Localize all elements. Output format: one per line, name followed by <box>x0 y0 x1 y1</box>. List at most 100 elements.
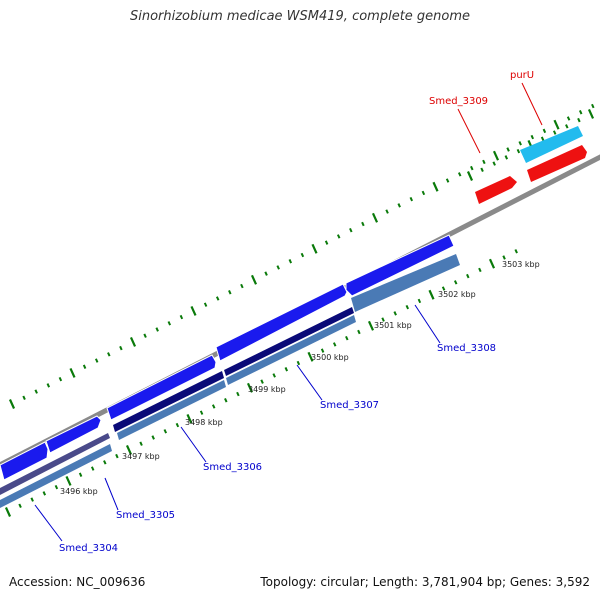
tick-mark <box>125 444 133 455</box>
tick-mark <box>288 259 293 264</box>
tick-mark <box>240 283 244 289</box>
tick-mark <box>393 311 397 316</box>
gene-arrow-purU[interactable] <box>527 145 587 182</box>
gene-arrow-purU-cyan[interactable] <box>520 126 583 163</box>
kbp-label: 3500 kbp <box>311 353 349 362</box>
tick-mark <box>190 305 197 316</box>
tick-mark <box>482 159 486 165</box>
tick-mark <box>167 321 172 326</box>
tick-mark <box>296 360 301 366</box>
tick-mark <box>228 290 232 295</box>
tick-mark <box>361 221 365 227</box>
tick-mark <box>284 367 289 372</box>
kbp-label: 3499 kbp <box>248 385 286 394</box>
tick-mark <box>272 373 276 378</box>
tick-mark <box>381 317 385 322</box>
gene-label-smed-3309[interactable]: Smed_3309 <box>429 96 488 107</box>
tick-mark <box>211 404 216 409</box>
tick-mark <box>516 148 521 154</box>
tick-mark <box>30 497 34 502</box>
gene-label-smed-3306[interactable]: Smed_3306 <box>203 462 262 473</box>
tick-mark <box>143 333 147 338</box>
tick-mark <box>199 410 204 415</box>
tick-mark <box>260 379 264 384</box>
tick-mark <box>357 329 361 335</box>
tick-mark <box>163 429 168 434</box>
gene-arrow-smed-3308[interactable] <box>345 234 455 297</box>
tick-mark <box>514 249 518 254</box>
tick-mark <box>492 150 500 161</box>
genome-summary-text: Topology: circular; Length: 3,781,904 bp… <box>260 575 590 589</box>
gene-label-smed-3305[interactable]: Smed_3305 <box>116 510 175 521</box>
tick-mark <box>345 335 349 341</box>
tick-mark <box>42 491 47 496</box>
gene-arrow-smed-3306[interactable] <box>106 354 217 421</box>
tick-mark <box>155 327 159 332</box>
gene-label-smed-3308[interactable]: Smed_3308 <box>437 343 496 354</box>
tick-mark <box>445 178 450 183</box>
gene-arrow-smed-3307[interactable] <box>215 283 348 362</box>
tick-mark <box>276 265 280 270</box>
tick-mark <box>518 141 522 146</box>
tick-mark <box>336 234 341 239</box>
tick-mark <box>466 273 470 279</box>
kbp-labels: 3496 kbp 3497 kbp 3498 kbp 3499 kbp 3500 kbp… <box>60 260 540 496</box>
tick-mark <box>18 503 22 509</box>
tick-mark <box>397 203 401 208</box>
tick-mark <box>453 280 458 285</box>
tick-mark <box>46 383 51 388</box>
tick-mark <box>94 358 99 363</box>
genome-title: Sinorhizobium medicae WSM419, complete g… <box>129 9 471 24</box>
tick-mark <box>78 472 83 477</box>
tick-mark <box>565 124 569 129</box>
tick-mark <box>504 155 509 160</box>
tick-mark <box>349 227 353 233</box>
tick-mark <box>236 391 240 397</box>
tick-mark <box>58 376 63 382</box>
gene-bar-smed-3304-lower[interactable] <box>0 433 110 495</box>
tick-mark <box>542 128 547 134</box>
tick-marks <box>4 103 595 517</box>
tick-mark <box>553 119 560 130</box>
tick-mark <box>480 167 484 173</box>
gene-arrow-smed-3309[interactable] <box>475 176 517 204</box>
gene-arrow-smed-3305[interactable] <box>45 415 102 454</box>
gene-bar-smed-3307-lower[interactable] <box>224 307 354 376</box>
tick-mark <box>591 103 595 109</box>
tick-mark <box>417 298 422 304</box>
gene-leader-lines <box>34 82 543 542</box>
gene-bar-smed-3307b-lower[interactable] <box>226 315 356 385</box>
tick-mark <box>107 352 111 357</box>
gene-arrow-smed-3304[interactable] <box>0 441 49 481</box>
gene-label-purU[interactable]: purU <box>510 70 534 81</box>
tick-mark <box>432 181 439 192</box>
kbp-label: 3502 kbp <box>438 290 476 299</box>
gene-bar-smed-3308-lower[interactable] <box>351 254 460 312</box>
kbp-label: 3498 kbp <box>185 418 223 427</box>
tick-mark <box>409 196 414 202</box>
gene-bar-smed-3306-lower[interactable] <box>113 371 224 432</box>
tick-mark <box>367 320 375 331</box>
gene-label-smed-3304[interactable]: Smed_3304 <box>59 543 118 554</box>
gene-bar-smed-3305-lower[interactable] <box>0 444 112 508</box>
tick-mark <box>186 413 193 424</box>
tick-mark <box>115 453 119 459</box>
tick-mark <box>566 116 571 121</box>
tick-mark <box>4 507 12 517</box>
tick-mark <box>466 171 474 181</box>
gene-label-smed-3307[interactable]: Smed_3307 <box>320 400 379 411</box>
tick-mark <box>8 399 16 409</box>
tick-mark <box>371 212 379 223</box>
gene-arrows[interactable] <box>0 126 587 508</box>
tick-mark <box>530 134 535 140</box>
tick-mark <box>246 382 254 393</box>
tick-mark <box>428 289 435 300</box>
tick-mark <box>488 258 496 269</box>
gene-bar-smed-3306b-lower[interactable] <box>117 380 226 440</box>
tick-mark <box>577 117 581 123</box>
tick-mark <box>506 147 510 152</box>
accession-text: Accession: NC_009636 <box>9 575 146 589</box>
tick-mark <box>332 342 337 347</box>
tick-mark <box>300 252 305 258</box>
